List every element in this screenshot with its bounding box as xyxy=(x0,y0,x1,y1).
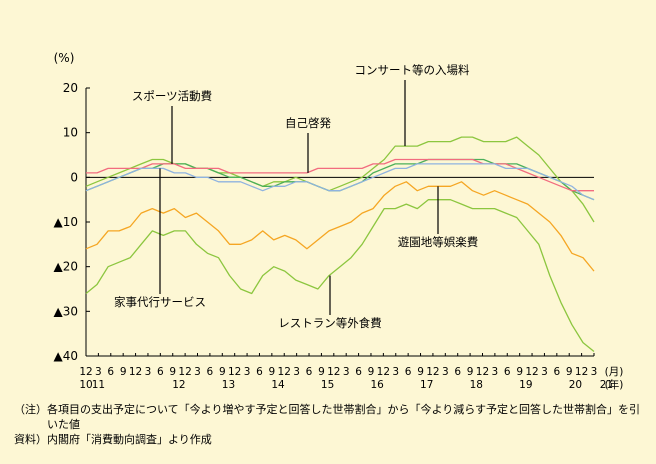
x-month-label: 3 xyxy=(145,366,152,378)
annotation-label: 遊園地等娯楽費 xyxy=(398,235,479,249)
x-month-label: 12 xyxy=(377,366,390,378)
x-month-label: 6 xyxy=(306,366,313,378)
y-tick-label: ▲20 xyxy=(54,260,79,274)
series-line xyxy=(85,136,595,223)
x-unit-month-label: (月) xyxy=(605,366,624,378)
x-year-label: 16 xyxy=(370,379,384,391)
x-month-label: 12 xyxy=(129,366,142,378)
x-month-label: 3 xyxy=(343,366,350,378)
y-tick-label: 0 xyxy=(70,170,78,184)
x-month-label: 9 xyxy=(417,366,424,378)
x-month-label: 6 xyxy=(256,366,263,378)
x-year-label: 21 xyxy=(600,379,613,391)
y-tick-label: 20 xyxy=(63,81,78,95)
y-tick-label: ▲10 xyxy=(54,215,79,229)
x-month-label: 3 xyxy=(244,366,251,378)
x-unit-year-label: (年) xyxy=(605,378,624,391)
x-month-label: 12 xyxy=(426,366,439,378)
series-line xyxy=(86,158,594,192)
x-month-label: 12 xyxy=(476,366,489,378)
x-year-label: 19 xyxy=(519,379,532,391)
source-row: 資料） 内閣府「消費動向調査」より作成 xyxy=(14,432,644,447)
annotation-label: コンサート等の入場料 xyxy=(355,63,470,77)
y-tick-label: ▲30 xyxy=(54,304,79,318)
x-month-label: 12 xyxy=(525,366,538,378)
x-month-label: 12 xyxy=(228,366,241,378)
x-year-label: 20 xyxy=(569,379,582,391)
x-month-label: 6 xyxy=(107,366,114,378)
x-month-label: 3 xyxy=(194,366,201,378)
x-month-label: 9 xyxy=(269,366,276,378)
x-month-label: 12 xyxy=(575,366,588,378)
x-year-label: 18 xyxy=(470,379,483,391)
x-month-label: 9 xyxy=(169,366,176,378)
x-year-label: 17 xyxy=(420,379,433,391)
x-year-label: 14 xyxy=(271,379,285,391)
x-month-label: 6 xyxy=(157,366,164,378)
series-line xyxy=(85,199,595,353)
x-year-label: 13 xyxy=(222,379,235,391)
y-unit-label: (%) xyxy=(54,51,75,65)
x-year-label: 12 xyxy=(172,379,185,391)
source-text: 内閣府「消費動向調査」より作成 xyxy=(47,433,212,446)
x-month-label: 9 xyxy=(467,366,474,378)
note-text: 各項目の支出予定について「今より増やす予定と回答した世帯割合」から「今より減らす… xyxy=(47,403,641,431)
x-month-label: 6 xyxy=(553,366,560,378)
series-line xyxy=(85,158,595,201)
x-month-label: 9 xyxy=(566,366,573,378)
annotation-label: 家事代行サービス xyxy=(114,295,206,309)
y-tick-label: 10 xyxy=(63,126,78,140)
series-line xyxy=(85,163,595,201)
x-year-label: 11 xyxy=(92,379,105,391)
x-month-label: 3 xyxy=(492,366,499,378)
x-month-label: 6 xyxy=(207,366,214,378)
x-month-label: 3 xyxy=(95,366,102,378)
x-month-label: 12 xyxy=(178,366,191,378)
note-row: （注） 各項目の支出予定について「今より増やす予定と回答した世帯割合」から「今よ… xyxy=(14,402,644,432)
series-line xyxy=(85,181,595,272)
x-month-label: 6 xyxy=(355,366,362,378)
y-tick-label: ▲40 xyxy=(54,349,79,363)
note-prefix: （注） xyxy=(14,403,47,416)
x-month-label: 9 xyxy=(516,366,523,378)
x-year-label: 10 xyxy=(79,379,92,391)
annotation-label: レストラン等外食費 xyxy=(278,316,382,330)
x-month-label: 12 xyxy=(79,366,92,378)
x-month-label: 12 xyxy=(327,366,340,378)
annotation-label: スポーツ活動費 xyxy=(132,89,212,103)
x-month-label: 12 xyxy=(278,366,291,378)
x-month-label: 9 xyxy=(219,366,226,378)
source-prefix: 資料） xyxy=(14,433,47,446)
x-month-label: 9 xyxy=(318,366,325,378)
x-month-label: 3 xyxy=(541,366,548,378)
x-month-label: 3 xyxy=(293,366,300,378)
x-month-label: 3 xyxy=(442,366,449,378)
x-month-label: 9 xyxy=(120,366,127,378)
x-month-label: 6 xyxy=(405,366,412,378)
x-year-label: 15 xyxy=(321,379,334,391)
x-month-label: 9 xyxy=(368,366,375,378)
x-month-label: 6 xyxy=(504,366,511,378)
x-month-label: 6 xyxy=(454,366,461,378)
x-month-label: 3 xyxy=(392,366,399,378)
annotation-label: 自己啓発 xyxy=(285,116,331,130)
x-month-label: 3 xyxy=(591,366,598,378)
notes: （注） 各項目の支出予定について「今より増やす予定と回答した世帯割合」から「今よ… xyxy=(14,402,644,447)
